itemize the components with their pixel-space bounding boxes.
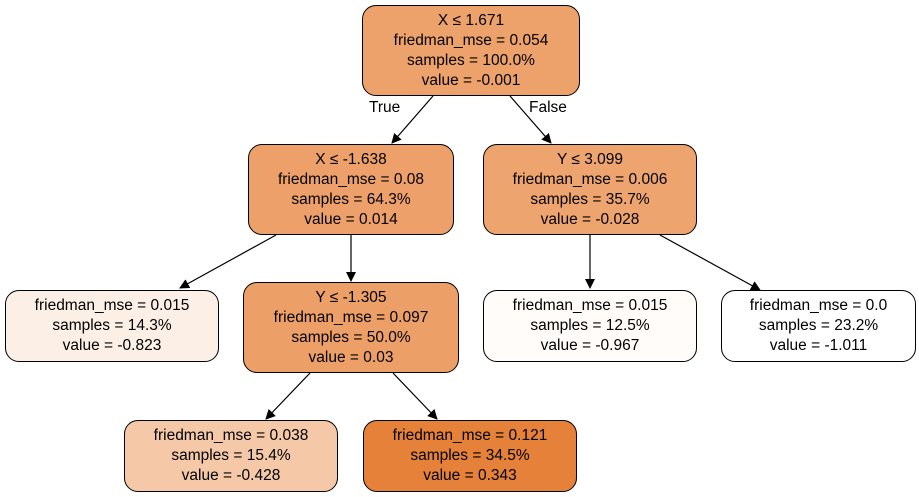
edge-n4-n8	[392, 372, 438, 420]
node-value-label: value = 0.03	[308, 348, 394, 366]
node-samples-label: samples = 23.2%	[758, 317, 879, 334]
tree-node-n5-leaf: friedman_mse = 0.015 samples = 12.5% val…	[483, 290, 697, 362]
node-samples-label: samples = 14.3%	[52, 317, 172, 334]
edge-label-false: False	[529, 99, 567, 116]
node-split-label: Y ≤ -1.305	[315, 288, 387, 306]
node-split-label: Y ≤ 3.099	[557, 150, 623, 168]
node-mse-label: friedman_mse = 0.015	[34, 297, 190, 314]
edge-label-true: True	[369, 99, 401, 116]
tree-node-n3-leaf: friedman_mse = 0.015 samples = 14.3% val…	[5, 290, 219, 362]
node-value-label: value = -0.028	[540, 210, 640, 228]
tree-node-n1: X ≤ -1.638 friedman_mse = 0.08 samples =…	[248, 144, 454, 235]
edge-root-n2	[509, 95, 552, 144]
edge-root-n1	[391, 95, 434, 144]
node-samples-label: samples = 35.7%	[530, 190, 650, 208]
node-mse-label: friedman_mse = 0.097	[273, 308, 429, 326]
node-split-label: X ≤ -1.638	[315, 150, 387, 168]
node-mse-label: friedman_mse = 0.054	[393, 31, 549, 49]
node-samples-label: samples = 64.3%	[291, 190, 411, 208]
node-mse-label: friedman_mse = 0.08	[277, 170, 425, 188]
edge-n4-n7	[265, 372, 311, 420]
node-samples-label: samples = 100.0%	[407, 51, 535, 69]
tree-node-n6-leaf: friedman_mse = 0.0 samples = 23.2% value…	[721, 290, 916, 362]
node-samples-label: samples = 50.0%	[291, 328, 411, 346]
node-value-label: value = 0.014	[304, 210, 398, 228]
tree-node-root: X ≤ 1.671 friedman_mse = 0.054 samples =…	[362, 5, 580, 96]
node-mse-label: friedman_mse = 0.121	[392, 427, 548, 444]
node-mse-label: friedman_mse = 0.015	[512, 297, 668, 314]
edge-n2-n6	[659, 234, 761, 291]
node-samples-label: samples = 34.5%	[410, 447, 530, 464]
edge-n1-n3	[179, 234, 277, 289]
node-split-label: X ≤ 1.671	[437, 11, 505, 29]
node-value-label: value = -1.011	[769, 337, 868, 354]
tree-node-n4: Y ≤ -1.305 friedman_mse = 0.097 samples …	[243, 282, 459, 373]
node-mse-label: friedman_mse = 0.038	[153, 427, 309, 444]
node-value-label: value = -0.001	[421, 71, 521, 89]
node-value-label: value = -0.823	[62, 337, 162, 354]
tree-node-n2: Y ≤ 3.099 friedman_mse = 0.006 samples =…	[483, 144, 697, 235]
node-samples-label: samples = 15.4%	[171, 447, 291, 464]
tree-node-n7-leaf: friedman_mse = 0.038 samples = 15.4% val…	[124, 420, 338, 492]
node-value-label: value = -0.967	[540, 337, 640, 354]
tree-node-n8-leaf: friedman_mse = 0.121 samples = 34.5% val…	[363, 420, 577, 492]
node-mse-label: friedman_mse = 0.006	[512, 170, 668, 188]
node-mse-label: friedman_mse = 0.0	[749, 297, 888, 314]
node-value-label: value = -0.428	[181, 467, 281, 484]
node-samples-label: samples = 12.5%	[530, 317, 650, 334]
node-value-label: value = 0.343	[423, 467, 517, 484]
